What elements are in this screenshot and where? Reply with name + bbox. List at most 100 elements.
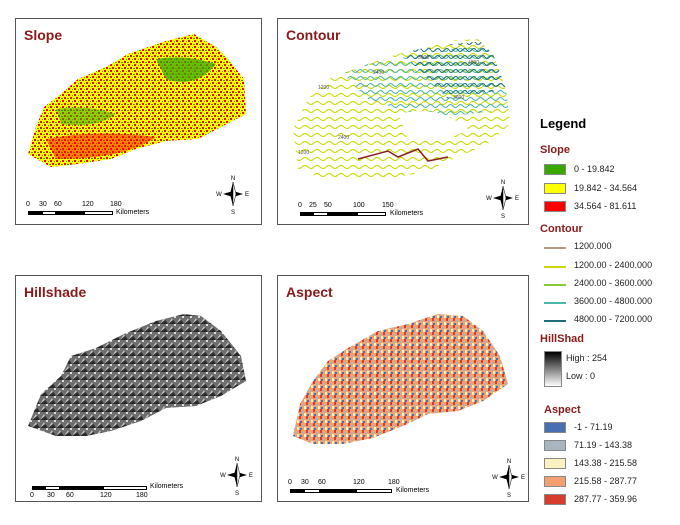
compass-n: N xyxy=(231,176,235,182)
compass-icon: N S W E xyxy=(216,176,249,215)
legend-line xyxy=(544,266,566,268)
compass-s: S xyxy=(507,493,511,498)
slope-tick-0: 0 xyxy=(26,201,30,208)
contour-map: 1200 2400 3600 4800 3600 2400 1200 xyxy=(293,39,510,179)
aspect-panel: Aspect 0 30 60 120 180 Kilomet xyxy=(277,275,529,502)
compass-e: E xyxy=(249,473,253,479)
legend-swatch xyxy=(544,494,566,505)
contour-river xyxy=(357,148,449,162)
contour-label-1: 1200 xyxy=(318,85,329,91)
legend-hillshade-heading: HillShad xyxy=(540,333,585,345)
legend-swatch xyxy=(544,422,566,433)
aspect-tick-30: 30 xyxy=(301,479,309,486)
slope-scale-bar: 0 30 60 120 180 Kilometers xyxy=(26,201,226,221)
aspect-scale-unit: Kilometers xyxy=(396,487,430,494)
slope-red-band xyxy=(46,133,156,159)
compass-n: N xyxy=(235,457,239,463)
compass-e: E xyxy=(245,192,249,198)
legend-line xyxy=(544,247,566,249)
contour-label-7: 1200 xyxy=(298,150,309,156)
slope-green-band-2 xyxy=(56,107,116,126)
legend-line xyxy=(544,302,566,304)
aspect-tick-180: 180 xyxy=(388,479,400,486)
compass-w: W xyxy=(216,192,222,198)
compass-e: E xyxy=(515,196,519,202)
aspect-tick-120: 120 xyxy=(353,479,365,486)
slope-panel: Slope 0 30 60 120 180 xyxy=(15,18,262,225)
aspect-scale-bar: 0 30 60 120 180 Kilometers xyxy=(288,479,488,499)
compass-e: E xyxy=(521,475,525,481)
legend-swatch xyxy=(544,458,566,469)
contour-tick-150: 150 xyxy=(382,202,394,209)
legend-aspect-heading: Aspect xyxy=(544,404,581,416)
slope-green-band-1 xyxy=(156,57,216,82)
contour-gap xyxy=(398,111,468,141)
contour-tick-100: 100 xyxy=(353,202,365,209)
hillshade-tick-180: 180 xyxy=(136,492,148,499)
contour-scale-unit: Kilometers xyxy=(390,210,424,217)
compass-n: N xyxy=(507,459,511,465)
slope-tick-180: 180 xyxy=(110,201,122,208)
legend-title: Legend xyxy=(540,116,587,131)
legend-label: 4800.00 - 7200.000 xyxy=(574,314,653,324)
slope-map xyxy=(28,34,246,167)
legend-label: -1 - 71.19 xyxy=(574,422,613,432)
hillshade-tick-120: 120 xyxy=(100,492,112,499)
hillshade-scale-unit: Kilometers xyxy=(150,483,184,490)
contour-label-2: 2400 xyxy=(373,70,384,76)
legend-hillshade-high: High : 254 xyxy=(566,353,608,363)
contour-label-6: 2400 xyxy=(338,135,349,141)
aspect-title: Aspect xyxy=(286,284,333,300)
legend-swatch xyxy=(544,183,566,194)
legend-line xyxy=(544,284,566,286)
hillshade-scale-bar: Kilometers 0 30 60 120 180 xyxy=(30,483,230,500)
legend-label: 1200.00 - 2400.000 xyxy=(574,260,653,270)
compass-icon: N S W E xyxy=(220,457,253,496)
legend-label: 34.564 - 81.611 xyxy=(574,201,637,211)
slope-tick-60: 60 xyxy=(54,201,62,208)
legend-label: 0 - 19.842 xyxy=(574,164,615,174)
hillshade-map xyxy=(28,314,246,436)
legend-label: 2400.00 - 3600.000 xyxy=(574,278,653,288)
legend-hillshade-low: Low : 0 xyxy=(566,371,596,381)
compass-icon: N S W E xyxy=(492,459,525,498)
contour-title: Contour xyxy=(286,27,341,43)
contour-tick-25: 25 xyxy=(309,202,317,209)
hillshade-tick-0: 0 xyxy=(30,492,34,499)
legend-label: 143.38 - 215.58 xyxy=(574,458,638,468)
compass-s: S xyxy=(501,214,505,219)
slope-scale-unit: Kilometers xyxy=(116,209,150,216)
contour-scale-bar: 0 25 50 100 150 Kilometers xyxy=(298,202,498,222)
slope-title: Slope xyxy=(24,27,63,43)
compass-w: W xyxy=(220,473,226,479)
legend-label: 215.58 - 287.77 xyxy=(574,476,638,486)
hillshade-tick-30: 30 xyxy=(47,492,55,499)
aspect-tick-0: 0 xyxy=(288,479,292,486)
compass-w: W xyxy=(492,475,498,481)
legend-slope-heading: Slope xyxy=(540,144,570,156)
legend-label: 71.19 - 143.38 xyxy=(574,440,633,450)
compass-s: S xyxy=(231,210,235,215)
contour-tick-50: 50 xyxy=(324,202,332,209)
legend-label: 3600.00 - 4800.000 xyxy=(574,296,653,306)
legend-label: 19.842 - 34.564 xyxy=(574,183,638,193)
contour-tick-0: 0 xyxy=(298,202,302,209)
slope-tick-120: 120 xyxy=(82,201,94,208)
hillshade-tick-60: 60 xyxy=(66,492,74,499)
hillshade-panel: Hillshade Kilometers 0 30 60 120 180 xyxy=(15,275,262,502)
legend-contour-heading: Contour xyxy=(540,223,583,235)
compass-n: N xyxy=(501,180,505,186)
aspect-map xyxy=(293,314,508,444)
legend-label: 287.77 - 359.96 xyxy=(574,494,638,504)
contour-label-4: 4800 xyxy=(468,60,479,66)
aspect-tick-60: 60 xyxy=(318,479,326,486)
legend-swatch xyxy=(544,476,566,487)
compass-w: W xyxy=(486,196,492,202)
contour-panel: Contour 1200 2400 3600 4800 36 xyxy=(277,18,529,225)
slope-tick-30: 30 xyxy=(39,201,47,208)
compass-icon: N S W E xyxy=(486,180,519,219)
legend-line xyxy=(544,320,566,322)
legend-label: 1200.000 xyxy=(574,241,612,251)
legend-swatch xyxy=(544,440,566,451)
contour-label-5: 3600 xyxy=(453,95,464,101)
